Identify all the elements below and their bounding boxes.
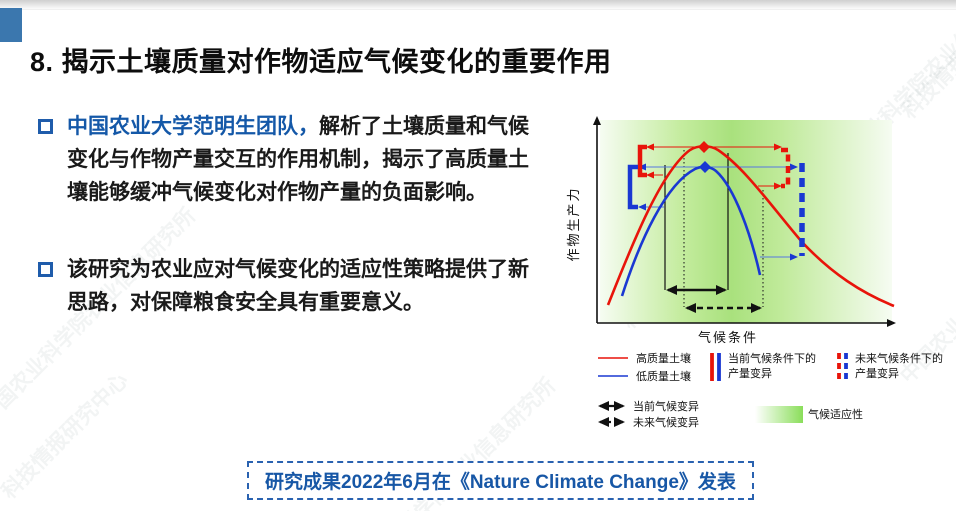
svg-text:产量变异: 产量变异 [728,366,772,380]
future-yield-variation-bracket-red [781,147,791,189]
bullet-text: 中国农业大学范明生团队，解析了土壤质量和气候变化与作物产量交互的作用机制，揭示了… [67,110,532,209]
bullet-body: 该研究为农业应对气候变化的适应性策略提供了新思路，对保障粮食安全具有重要意义。 [67,258,529,314]
bullet-highlight: 中国农业大学范明生团队， [67,115,319,138]
current-yield-variation-bracket-red [637,144,647,178]
svg-text:当前气候条件下的: 当前气候条件下的 [728,351,816,365]
list-item: 中国农业大学范明生团队，解析了土壤质量和气候变化与作物产量交互的作用机制，揭示了… [36,110,532,209]
legend-label-future-yield-var-2: 产量变异 [855,366,899,380]
watermark: 科技情报研究中心 [0,368,133,504]
publication-banner: 研究成果2022年6月在《Nature Climate Change》发表 [247,461,754,500]
legend-label-current-climate-var: 当前气候变异 [633,399,699,413]
soil-climate-yield-diagram: 气候条件 作物生产力 高质量土壤 低质量土壤 当前气候条件下的 产量变异 未来气… [566,116,943,429]
current-climate-interval-lines [664,153,729,290]
legend-adaptability-swatch [755,406,803,423]
top-divider-bar [0,0,956,10]
square-bullet-icon [38,119,53,134]
current-yield-variation-bracket-blue [627,164,638,210]
svg-text:产量变异: 产量变异 [855,366,899,380]
high-soil-peak-marker [698,141,710,153]
corner-accent-square [0,8,22,42]
y-axis-label: 作物生产力 [566,186,581,261]
x-axis-label: 气候条件 [698,330,758,345]
legend: 高质量土壤 低质量土壤 当前气候条件下的 产量变异 未来气候条件下的 产量变异 … [598,351,943,429]
future-climate-interval-lines [683,150,764,307]
legend-label-high-soil: 高质量土壤 [636,351,691,365]
svg-text:未来气候条件下的: 未来气候条件下的 [855,351,943,365]
square-bullet-icon [38,262,53,277]
low-soil-peak-marker [699,161,711,173]
list-item: 该研究为农业应对气候变化的适应性策略提供了新思路，对保障粮食安全具有重要意义。 [36,253,532,319]
axes [593,116,896,327]
bullet-text: 该研究为农业应对气候变化的适应性策略提供了新思路，对保障粮食安全具有重要意义。 [67,253,532,319]
bullet-list: 中国农业大学范明生团队，解析了土壤质量和气候变化与作物产量交互的作用机制，揭示了… [36,110,532,319]
legend-label-future-yield-var-1: 未来气候条件下的 [855,351,943,365]
legend-label-low-soil: 低质量土壤 [636,369,691,383]
climate-adaptability-gradient [600,120,892,323]
legend-label-adaptability: 气候适应性 [808,407,863,421]
legend-label-current-yield-var-2: 产量变异 [728,366,772,380]
high-quality-soil-curve [606,144,895,308]
bullet-body: 解析了土壤质量和气候变化与作物产量交互的作用机制，揭示了高质量土壤能够缓冲气候变… [67,115,529,204]
legend-label-future-climate-var: 未来气候变异 [633,415,699,429]
page-title: 8. 揭示土壤质量对作物适应气候变化的重要作用 [30,47,612,77]
legend-label-current-yield-var-1: 当前气候条件下的 [728,351,816,365]
